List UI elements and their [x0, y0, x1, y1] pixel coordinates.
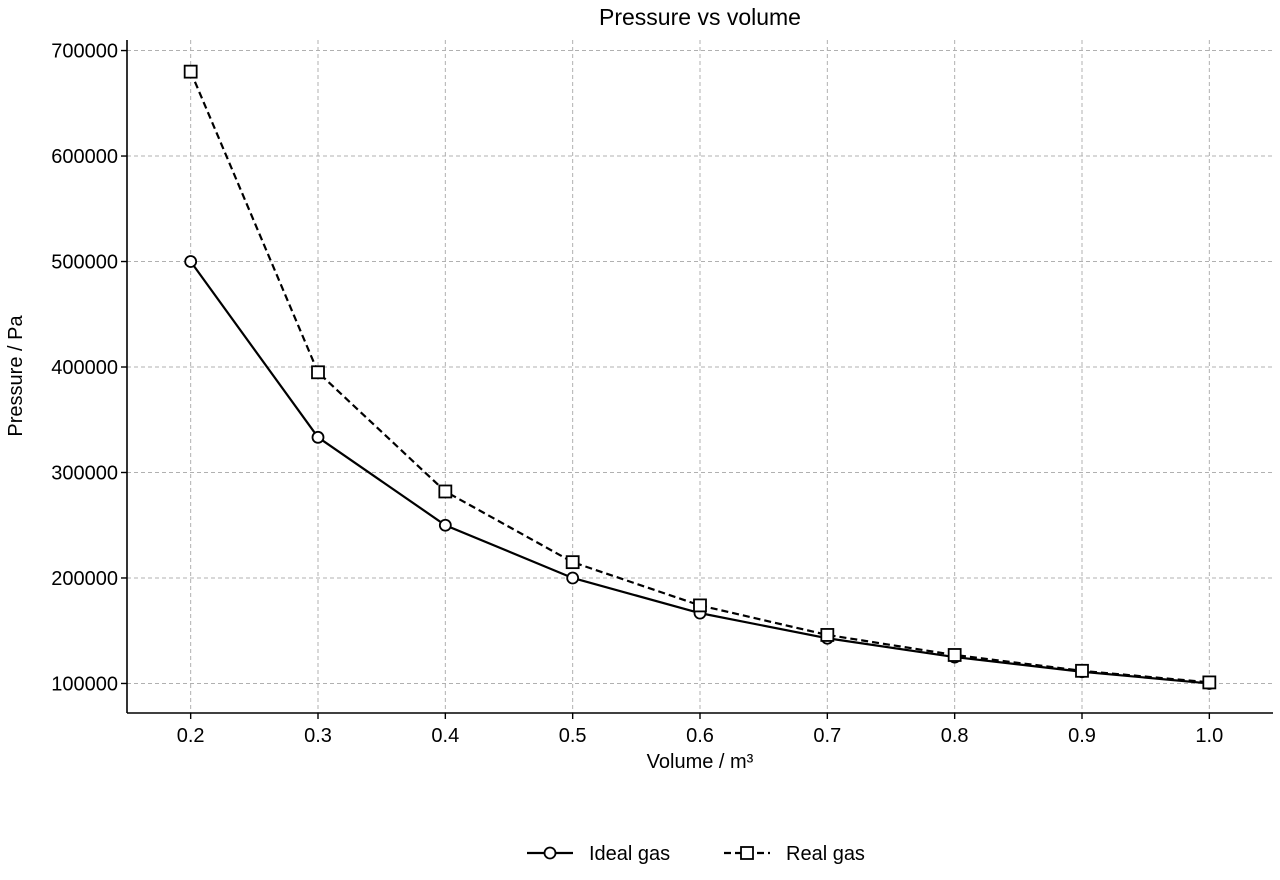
- square-marker: [947, 648, 962, 662]
- circle-marker: [311, 430, 325, 444]
- x-tick-label: 0.5: [559, 725, 587, 747]
- x-tick-label: 1.0: [1195, 725, 1223, 747]
- x-tick-label: 0.6: [686, 725, 714, 747]
- square-marker: [820, 628, 835, 642]
- legend-item: Real gas: [724, 843, 865, 865]
- legend-square-marker: [740, 846, 754, 860]
- legend-circle-marker: [543, 846, 557, 860]
- legend-label: Real gas: [786, 843, 865, 865]
- chart-title: Pressure vs volume: [599, 4, 801, 30]
- series-line: [189, 260, 1210, 685]
- y-tick-label: 200000: [51, 568, 118, 590]
- x-tick-label: 0.9: [1068, 725, 1096, 747]
- series-1: [183, 64, 1217, 690]
- x-tick-label: 0.4: [431, 725, 459, 747]
- axes-layer: 0.2 0.3 0.4 0.5 0.6 0.7 0.8 0.9 1.0 100000 200000 3…: [51, 40, 1273, 747]
- square-marker: [693, 598, 707, 613]
- x-tick-label: 0.2: [177, 725, 205, 747]
- square-marker: [565, 555, 580, 570]
- square-marker: [1075, 663, 1089, 678]
- circle-marker: [438, 518, 452, 532]
- square-marker: [1202, 675, 1217, 690]
- x-tick-label: 0.7: [813, 725, 841, 747]
- circle-marker: [566, 571, 580, 585]
- legend-label: Ideal gas: [589, 843, 670, 865]
- y-tick-label: 300000: [51, 462, 118, 484]
- y-tick-label: 600000: [51, 146, 118, 168]
- legend-item: Ideal gas: [527, 843, 670, 865]
- x-tick-label: 0.8: [941, 725, 969, 747]
- square-marker: [438, 484, 453, 499]
- x-tick-label: 0.3: [304, 725, 332, 747]
- series-layer: [183, 64, 1217, 690]
- square-marker: [311, 365, 325, 380]
- y-tick-label: 500000: [51, 252, 118, 274]
- series-0: [184, 255, 1216, 690]
- y-tick-label: 100000: [51, 673, 118, 695]
- legend: Ideal gas Real gas: [527, 843, 865, 865]
- y-tick-label: 400000: [51, 357, 118, 379]
- x-axis-label: Volume / m³: [647, 751, 754, 773]
- circle-marker: [184, 255, 198, 268]
- square-marker: [183, 64, 198, 79]
- y-axis-label: Pressure / Pa: [5, 315, 27, 437]
- y-tick-label: 700000: [51, 41, 118, 63]
